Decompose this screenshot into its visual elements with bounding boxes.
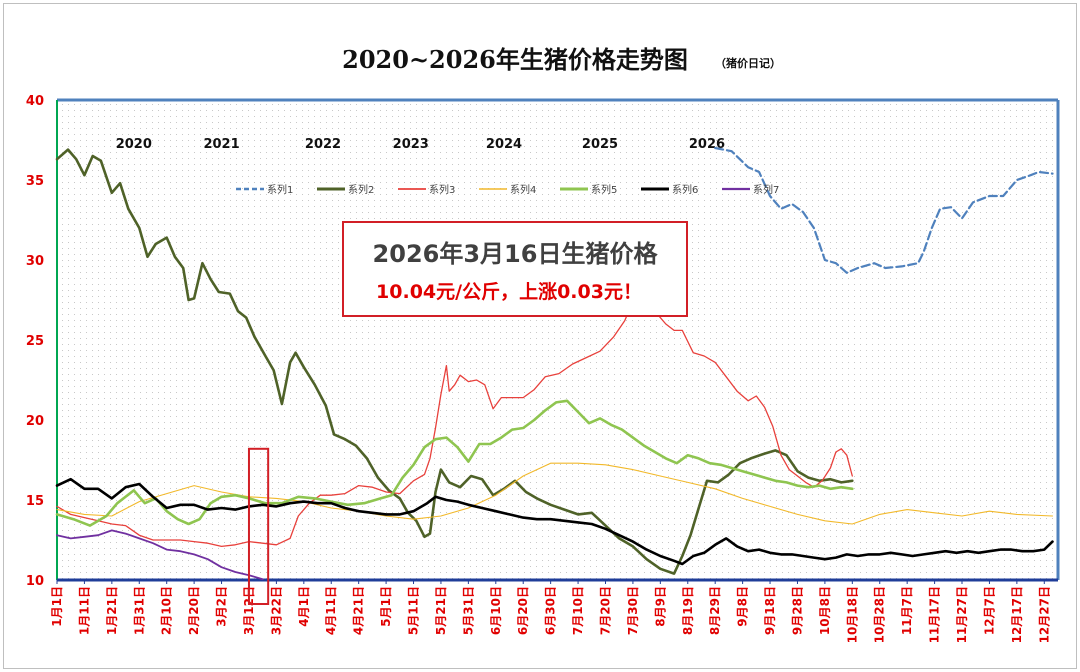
x-tick-label: 9月8日 [736,586,750,627]
x-tick-label: 7月20日 [598,586,612,635]
x-tick-label: 12月17日 [1010,586,1024,643]
y-tick-label: 30 [26,254,44,269]
x-tick-label: 2月10日 [160,586,174,635]
series-line-3 [56,286,853,548]
x-tick-label: 6月10日 [489,586,503,635]
x-tick-label: 12月27日 [1037,586,1051,643]
x-tick-label: 10月18日 [845,586,859,643]
x-tick-label: 12月7日 [982,586,996,635]
y-tick-label: 40 [26,94,44,109]
annotation-title: 2026年3月16日生猪价格 [373,240,659,268]
x-tick-label: 4月11日 [324,586,338,635]
x-tick-label: 8月29日 [708,586,722,635]
year-label: 2021 [203,137,239,152]
year-label: 2022 [305,137,341,152]
y-tick-label: 25 [26,334,44,349]
legend-label-5: 系列5 [591,183,617,196]
annotation-box [342,221,688,317]
annotation-detail: 10.04元/公斤，上涨0.03元！ [376,281,642,303]
legend-label-2: 系列2 [348,183,374,196]
x-tick-label: 7月30日 [626,586,640,635]
x-tick-label: 11月27日 [955,586,969,643]
chart-title: 2020~2026年生猪价格走势图 [342,45,688,74]
x-tick-label: 1月31日 [132,586,146,635]
year-label: 2024 [486,137,522,152]
y-tick-label: 20 [26,414,44,429]
legend-label-7: 系列7 [753,183,779,196]
x-tick-label: 9月18日 [763,586,777,635]
x-tick-label: 1月21日 [105,586,119,635]
legend-label-3: 系列3 [429,183,455,196]
x-tick-label: 3月2日 [215,586,229,627]
year-label: 2023 [393,137,429,152]
x-tick-label: 4月21日 [352,586,366,635]
x-tick-label: 10月8日 [818,586,832,635]
year-label: 2025 [582,137,618,152]
series-line-5 [55,399,854,527]
x-tick-label: 4月1日 [297,586,311,627]
series-line-1 [714,146,1054,274]
y-tick-label: 15 [26,494,44,509]
legend-label-6: 系列6 [672,183,698,196]
series-line-6 [55,477,1054,566]
x-tick-label: 10月28日 [873,586,887,643]
year-label: 2020 [116,137,152,152]
x-tick-label: 11月7日 [900,586,914,635]
x-tick-label: 3月22日 [269,586,283,635]
series-line-4 [56,462,1054,525]
x-tick-label: 1月11日 [77,586,91,635]
x-tick-label: 5月21日 [434,586,448,635]
x-tick-label: 5月11日 [407,586,421,635]
legend-label-1: 系列1 [267,183,293,196]
series-line-7 [56,529,264,581]
chart-subtitle: （猪价日记） [715,56,781,70]
x-tick-label: 8月9日 [653,586,667,627]
x-tick-label: 2月20日 [187,586,201,635]
x-tick-label: 3月12日 [242,586,256,635]
x-tick-label: 6月30日 [544,586,558,635]
x-tick-label: 8月19日 [681,586,695,635]
x-tick-label: 5月1日 [379,586,393,627]
legend-label-4: 系列4 [510,183,536,196]
plot-dot-pattern [57,100,1058,580]
y-tick-label: 35 [26,174,44,189]
y-tick-label: 10 [26,574,44,589]
x-tick-label: 1月1日 [50,586,64,627]
x-tick-label: 7月10日 [571,586,585,635]
x-tick-label: 9月28日 [790,586,804,635]
x-tick-label: 11月17日 [928,586,942,643]
x-tick-label: 6月20日 [516,586,530,635]
highlight-box [247,447,270,605]
series-line-2 [55,148,854,575]
x-tick-label: 5月31日 [461,586,475,635]
